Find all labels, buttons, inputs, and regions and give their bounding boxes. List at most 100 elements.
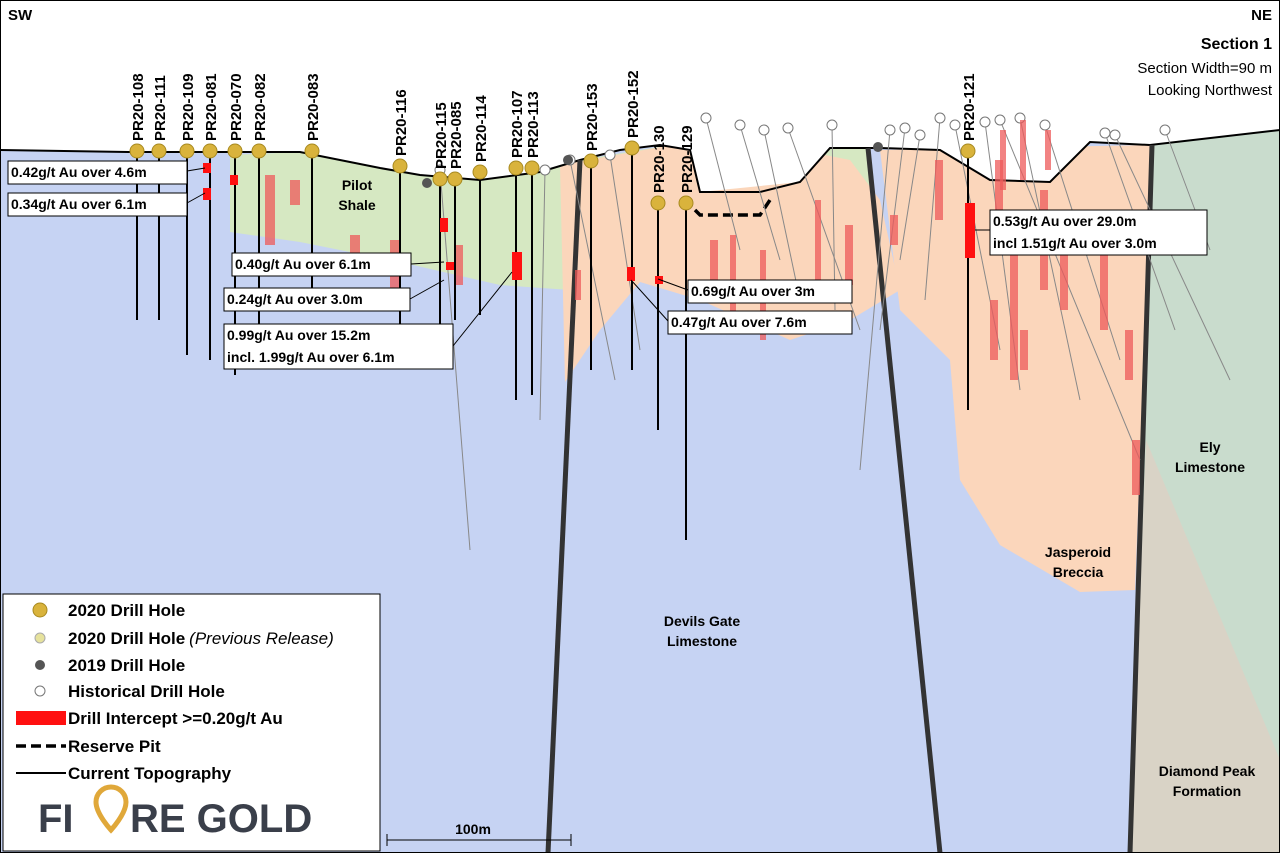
leader-line bbox=[452, 271, 513, 347]
historical-hole bbox=[831, 124, 836, 311]
legend-label: Drill Intercept >=0.20g/t Au bbox=[68, 709, 283, 728]
intercept-trace bbox=[1020, 330, 1028, 370]
drill-collar bbox=[304, 143, 320, 159]
intercept-trace bbox=[890, 215, 898, 245]
intercept-label: 0.69g/t Au over 3m bbox=[691, 283, 815, 299]
historical-hole bbox=[739, 124, 781, 261]
drill-intercept bbox=[230, 175, 238, 185]
historical-hole bbox=[763, 129, 801, 301]
leader-line bbox=[630, 279, 669, 322]
legend-label: Historical Drill Hole bbox=[68, 682, 225, 701]
intercept-label: 0.24g/t Au over 3.0m bbox=[227, 291, 363, 307]
formation-label: Jasperoid bbox=[1045, 544, 1111, 560]
intercept-box bbox=[231, 252, 412, 277]
legend-label: Current Topography bbox=[68, 764, 232, 783]
historical-hole bbox=[899, 134, 921, 261]
fault bbox=[545, 159, 583, 854]
drill-collar bbox=[624, 140, 640, 156]
intercept-box bbox=[989, 209, 1208, 256]
drill-hole-label: PR20-085 bbox=[448, 101, 465, 169]
drill-hole-label: PR20-113 bbox=[525, 91, 542, 158]
formation-label: Limestone bbox=[1175, 459, 1245, 475]
fault bbox=[865, 147, 943, 854]
intercept-trace bbox=[1010, 220, 1018, 380]
diamond-peak-area bbox=[1130, 440, 1280, 853]
formation-label: Pilot bbox=[342, 177, 373, 193]
drill-hole-label: PR20-107 bbox=[509, 90, 526, 158]
historical-hole bbox=[439, 169, 471, 551]
drill-hole-label: PR20-111 bbox=[152, 75, 169, 141]
intercept-trace bbox=[730, 235, 736, 315]
drill-collar bbox=[202, 143, 218, 159]
intercept-label: 0.34g/t Au over 6.1m bbox=[11, 196, 147, 212]
intercept-trace bbox=[455, 245, 463, 285]
logo-right: RE GOLD bbox=[130, 797, 312, 841]
legend-symbol bbox=[32, 602, 48, 618]
historical-hole bbox=[569, 159, 616, 381]
drill-intercept bbox=[203, 188, 211, 200]
formation-label: Devils Gate bbox=[664, 613, 740, 629]
legend-symbol bbox=[16, 711, 66, 725]
historical-collar bbox=[949, 119, 961, 131]
formation-label: Formation bbox=[1173, 783, 1241, 799]
intercept-box bbox=[223, 287, 411, 312]
historical-collar bbox=[734, 119, 746, 131]
drill-collar bbox=[251, 143, 267, 159]
sw-label: SW bbox=[8, 7, 33, 24]
intercept-trace bbox=[575, 270, 581, 300]
intercept-box bbox=[7, 192, 188, 217]
intercept-box bbox=[223, 323, 454, 370]
legend-symbol bbox=[35, 660, 45, 670]
intercept-trace bbox=[1125, 330, 1133, 380]
drill-collar bbox=[447, 171, 463, 187]
formation-label: Shale bbox=[338, 197, 376, 213]
historical-collar bbox=[758, 124, 770, 136]
legend-label: 2019 Drill Hole bbox=[68, 656, 185, 675]
formation-label: Ely bbox=[1199, 439, 1220, 455]
historical-hole bbox=[539, 169, 546, 421]
historical-collar bbox=[979, 116, 991, 128]
historical-collar bbox=[914, 129, 926, 141]
historical-collar bbox=[782, 122, 794, 134]
section-width: Section Width=90 m bbox=[1137, 60, 1272, 77]
intercept-label: 0.47g/t Au over 7.6m bbox=[671, 314, 807, 330]
drill-hole-label: PR20-116 bbox=[393, 89, 410, 156]
intercept-trace bbox=[265, 175, 275, 245]
intercept-label: 0.53g/t Au over 29.0m bbox=[993, 213, 1136, 229]
drill-hole-label: PR20-115 bbox=[433, 102, 450, 169]
intercept-trace bbox=[845, 225, 853, 285]
drill-collar bbox=[650, 195, 666, 211]
drill-intercept bbox=[627, 267, 635, 281]
view-direction: Looking Northwest bbox=[1148, 82, 1273, 99]
historical-collar bbox=[1099, 127, 1111, 139]
drill-hole-label: PR20-152 bbox=[625, 70, 642, 138]
drill-collar bbox=[151, 143, 167, 159]
drill-collar bbox=[678, 195, 694, 211]
intercept-box bbox=[687, 279, 853, 304]
intercept-label: incl 1.51g/t Au over 3.0m bbox=[993, 235, 1157, 251]
historical-collar bbox=[826, 119, 838, 131]
historical-collar bbox=[700, 112, 712, 124]
leader-line bbox=[186, 167, 206, 172]
drill-collar bbox=[508, 160, 524, 176]
intercept-trace bbox=[1000, 130, 1006, 190]
drill-collar bbox=[227, 143, 243, 159]
drill-collar bbox=[472, 164, 488, 180]
intercept-trace bbox=[995, 160, 1003, 240]
leader-line bbox=[410, 261, 445, 265]
intercept-trace bbox=[710, 240, 718, 300]
historical-collar bbox=[1039, 119, 1051, 131]
leader-line bbox=[409, 279, 445, 300]
logo-left: FI bbox=[38, 797, 74, 841]
drill-hole-label: PR20-083 bbox=[305, 73, 322, 141]
2019-collar bbox=[563, 155, 573, 165]
historical-hole bbox=[924, 117, 941, 301]
drill-intercept bbox=[655, 276, 663, 284]
legend-symbol bbox=[34, 685, 46, 697]
drill-collar bbox=[960, 143, 976, 159]
intercept-trace bbox=[815, 200, 821, 280]
legend-label: 2020 Drill Hole (Previous Release) bbox=[68, 629, 334, 648]
drill-hole-label: PR20-070 bbox=[228, 73, 245, 141]
leader-line bbox=[186, 192, 206, 204]
historical-hole bbox=[1019, 117, 1081, 401]
